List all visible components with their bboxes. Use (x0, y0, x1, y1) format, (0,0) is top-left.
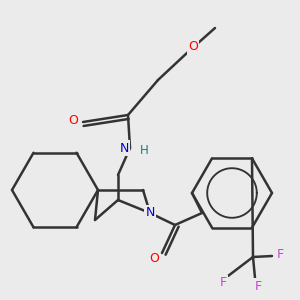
Text: O: O (188, 40, 198, 53)
Text: O: O (68, 113, 78, 127)
Text: N: N (119, 142, 129, 154)
Text: H: H (140, 143, 148, 157)
Text: F: F (276, 248, 284, 260)
Text: F: F (219, 277, 226, 290)
Text: O: O (149, 251, 159, 265)
Text: N: N (145, 206, 155, 220)
Text: F: F (254, 280, 262, 292)
